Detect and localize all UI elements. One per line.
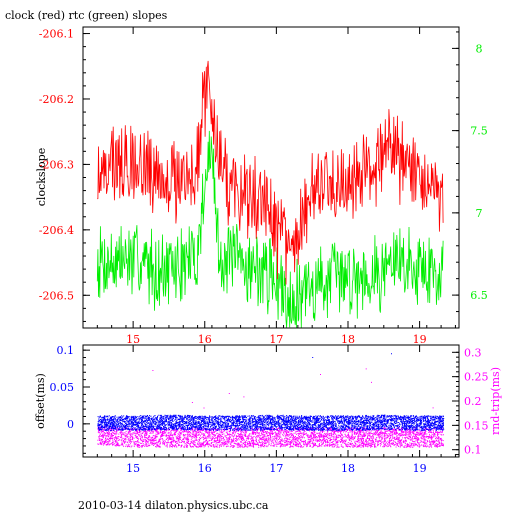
slopes-y2tick-label: 8 bbox=[476, 42, 483, 55]
rndtrip-ytick-label: 0.3 bbox=[464, 346, 482, 359]
offset-panel: 15 16 17 18 19 0.1 0.05 0 0.1 0.15 0.2 0.25 0.3 offs… bbox=[34, 344, 502, 475]
offset-axis-ticks: 15 16 17 18 19 0.1 0.05 0 0.1 0.15 0.2 0.25 0.3 bbox=[50, 344, 489, 475]
footer-text: 2010-03-14 dilaton.physics.ubc.ca bbox=[78, 499, 269, 512]
offset-xtick-label: 18 bbox=[341, 462, 355, 475]
offset-ytick-label: 0 bbox=[67, 418, 74, 431]
rndtrip-ytick-label: 0.25 bbox=[464, 371, 489, 384]
figure-title: clock (red) rtc (green) slopes bbox=[5, 9, 168, 22]
slopes-panel: 15 16 17 18 19 -206.1 -206.2 -206.3 -206.4 -206.5… bbox=[35, 26, 488, 346]
slopes-ytick-label: -206.4 bbox=[39, 224, 74, 237]
rndtrip-ylabel: rnd-trip(ms) bbox=[489, 367, 502, 435]
rndtrip-ytick-label: 0.15 bbox=[464, 419, 489, 432]
offset-scatter-points bbox=[97, 353, 445, 431]
offset-xtick-label: 19 bbox=[413, 462, 427, 475]
slopes-xtick-label: 17 bbox=[269, 333, 283, 346]
offset-ytick-label: 0.05 bbox=[50, 381, 75, 394]
slopes-ytick-label: -206.1 bbox=[39, 28, 74, 41]
clock-series-line bbox=[97, 60, 444, 285]
slopes-xtick-label: 16 bbox=[198, 333, 212, 346]
slopes-axis-ticks: 15 16 17 18 19 -206.1 -206.2 -206.3 -206.4 -206.5… bbox=[39, 27, 488, 346]
offset-xtick-label: 16 bbox=[198, 462, 212, 475]
rndtrip-ytick-label: 0.1 bbox=[464, 444, 482, 457]
slopes-ytick-label: -206.2 bbox=[39, 93, 74, 106]
offset-xtick-label: 15 bbox=[126, 462, 140, 475]
slopes-xtick-label: 19 bbox=[413, 333, 427, 346]
rndtrip-ytick-label: 0.2 bbox=[464, 395, 482, 408]
rtc-series-line bbox=[96, 130, 444, 329]
slopes-data-layer bbox=[96, 60, 444, 329]
slopes-ytick-label: -206.3 bbox=[39, 158, 74, 171]
offset-ytick-label: 0.1 bbox=[57, 344, 75, 357]
slopes-xtick-label: 18 bbox=[341, 333, 355, 346]
slopes-xtick-label: 15 bbox=[126, 333, 140, 346]
offset-ylabel: offset(ms) bbox=[34, 373, 47, 429]
offset-data-layer bbox=[97, 353, 445, 448]
offset-xtick-label: 17 bbox=[269, 462, 283, 475]
slopes-y2tick-label: 7 bbox=[476, 207, 483, 220]
slopes-y2tick-label: 6.5 bbox=[470, 289, 488, 302]
slopes-ylabel: clockslope bbox=[35, 148, 48, 206]
slopes-ytick-label: -206.5 bbox=[39, 289, 74, 302]
slopes-y2tick-label: 7.5 bbox=[470, 125, 488, 138]
